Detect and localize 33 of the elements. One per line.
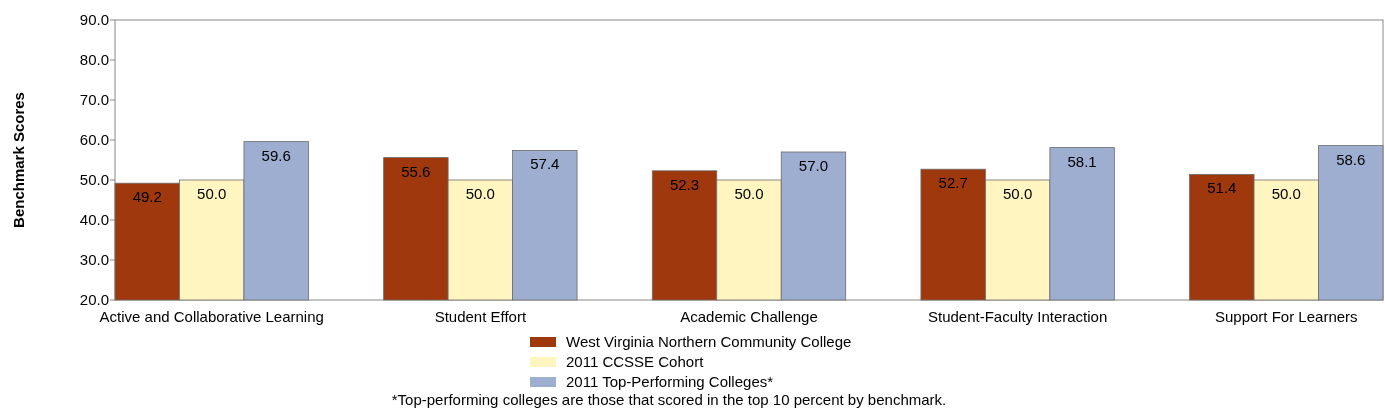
data-label: 50.0 bbox=[1271, 185, 1301, 202]
x-tick-label: Student-Faculty Interaction bbox=[928, 308, 1108, 325]
data-label: 58.6 bbox=[1336, 150, 1366, 168]
legend-label: 2011 Top-Performing Colleges* bbox=[566, 373, 774, 391]
data-label: 50.0 bbox=[197, 185, 227, 202]
y-tick-label: 40.0 bbox=[79, 211, 109, 229]
data-label: 55.6 bbox=[401, 162, 431, 180]
y-tick-label: 30.0 bbox=[79, 251, 109, 269]
data-label: 58.1 bbox=[1067, 152, 1097, 170]
y-tick-label: 90.0 bbox=[79, 11, 109, 29]
y-tick-label: 50.0 bbox=[79, 171, 109, 189]
y-tick-label: 60.0 bbox=[79, 131, 109, 149]
x-tick-label: Active and Collaborative Learning bbox=[99, 308, 324, 325]
data-label: 52.3 bbox=[669, 175, 700, 193]
x-tick-label: Student Effort bbox=[434, 308, 527, 325]
legend-label: West Virginia Northern Community College bbox=[566, 333, 852, 351]
x-tick-label: Academic Challenge bbox=[680, 308, 818, 325]
data-label: 57.0 bbox=[798, 157, 829, 174]
legend-label: 2011 CCSSE Cohort bbox=[566, 353, 705, 371]
data-label: 50.0 bbox=[734, 185, 764, 202]
y-tick-label: 20.0 bbox=[79, 291, 109, 309]
text: *Top-performing colleges are those that scored in the top 10 percent by benchmark. bbox=[391, 391, 947, 408]
data-label: 59.6 bbox=[261, 146, 291, 164]
data-label: 50.0 bbox=[1003, 185, 1033, 202]
y-tick-label: 80.0 bbox=[79, 51, 109, 69]
data-label: 52.7 bbox=[938, 174, 968, 192]
data-label: 50.0 bbox=[465, 185, 495, 202]
x-tick-label: Support For Learners bbox=[1215, 308, 1358, 325]
y-tick-label: 70.0 bbox=[79, 91, 109, 109]
data-label: 49.2 bbox=[132, 188, 162, 206]
y-axis-title: Benchmark Scores bbox=[10, 92, 27, 228]
data-label: 57.4 bbox=[530, 155, 560, 173]
data-label: 51.4 bbox=[1207, 179, 1237, 197]
